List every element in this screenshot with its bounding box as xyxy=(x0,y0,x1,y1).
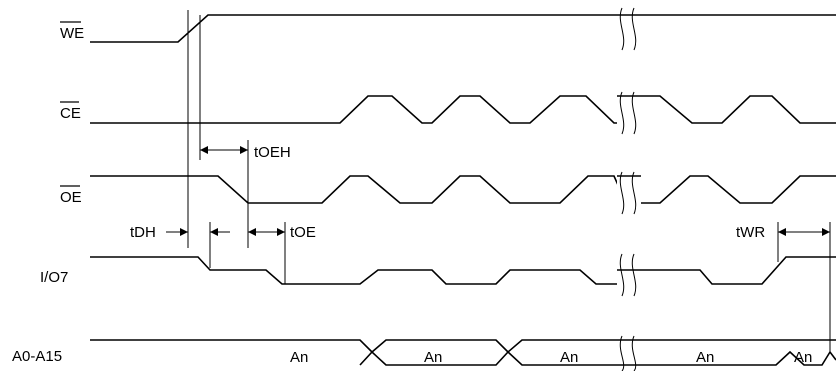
toeh-dimension xyxy=(200,146,248,154)
address-label-3: An xyxy=(560,349,578,366)
twr-label: tWR xyxy=(736,224,765,241)
tdh-dimension xyxy=(166,228,230,236)
signal-label-ce: CE xyxy=(60,105,81,122)
address-label-1: An xyxy=(290,349,308,366)
toeh-label: tOEH xyxy=(254,144,291,161)
address-label-4: An xyxy=(696,349,714,366)
twr-dimension xyxy=(778,228,830,236)
signal-label-address: A0-A15 xyxy=(12,348,62,365)
address-bus-bottom xyxy=(359,350,836,366)
toe-label: tOE xyxy=(290,224,316,241)
signal-label-io7: I/O7 xyxy=(40,269,68,286)
io7-waveform xyxy=(90,256,836,285)
signal-label-oe: OE xyxy=(60,189,82,206)
toe-dimension xyxy=(248,228,285,236)
address-label-2: An xyxy=(424,349,442,366)
ce-waveform xyxy=(90,95,836,124)
we-waveform xyxy=(90,14,836,43)
time-break-marker xyxy=(617,7,641,371)
address-label-5: An xyxy=(794,349,812,366)
oe-waveform xyxy=(90,175,836,204)
signal-label-we: WE xyxy=(60,25,84,42)
address-bus-top xyxy=(90,339,836,354)
tdh-label: tDH xyxy=(130,224,156,241)
